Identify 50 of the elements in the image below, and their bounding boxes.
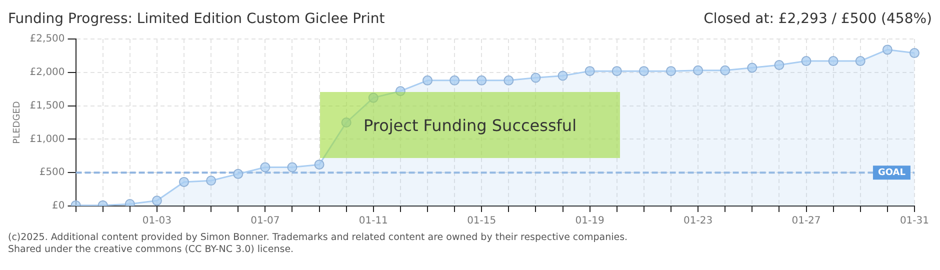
y-tick-label: £2,500 xyxy=(30,34,65,45)
point xyxy=(233,168,244,179)
point xyxy=(395,86,406,96)
point xyxy=(774,60,784,70)
point xyxy=(747,62,758,73)
y-tick-label: £0 xyxy=(52,200,65,212)
point xyxy=(341,118,352,128)
point xyxy=(206,176,216,186)
point xyxy=(260,162,270,172)
point xyxy=(882,44,892,55)
y-tick-label: £1,000 xyxy=(30,134,65,145)
x-tick-label: 01-27 xyxy=(792,216,821,227)
point xyxy=(693,65,704,76)
x-tick-label: 01-23 xyxy=(684,216,713,227)
x-tick-label: 01-15 xyxy=(467,216,496,227)
chart-subtitle: Closed at: £2,293 / £500 (458%) xyxy=(704,10,932,29)
y-tick-label: £2,000 xyxy=(30,66,65,78)
x-tick-label: 01-07 xyxy=(250,216,280,227)
point xyxy=(828,56,838,66)
point xyxy=(530,72,541,83)
y-tick-label: £500 xyxy=(39,167,65,178)
point xyxy=(368,92,378,103)
point xyxy=(558,70,568,81)
text: (c)2025. Additional content provided by Simon Bonner. Trademarks and related content are owned by their respective companies. xyxy=(8,232,629,244)
point xyxy=(314,160,324,170)
point xyxy=(422,75,432,86)
banner: Project Funding Successful xyxy=(320,92,620,158)
chart-title: Funding Progress: Limited Edition Custom Giclee Print xyxy=(8,10,385,29)
x-tick-label: 01-31 xyxy=(900,216,929,227)
point xyxy=(801,56,812,66)
point xyxy=(450,75,460,86)
point xyxy=(179,176,190,187)
x-tick-label: 01-19 xyxy=(575,216,604,227)
point xyxy=(584,66,595,76)
point xyxy=(666,66,676,76)
y-tick-label: £1,500 xyxy=(30,100,65,112)
point xyxy=(720,65,730,76)
y-axis-title: PLEDGED xyxy=(12,101,23,144)
point xyxy=(612,66,622,76)
point xyxy=(909,48,920,58)
x-tick-label: 01-03 xyxy=(142,216,172,227)
point xyxy=(287,162,298,172)
x-tick-label: 01-11 xyxy=(358,216,388,227)
point xyxy=(855,56,866,66)
point xyxy=(476,75,487,86)
point xyxy=(504,75,514,86)
text: Shared under the creative commons (CC BY-NC 3.0) license. xyxy=(8,244,295,256)
point xyxy=(638,66,649,76)
ref-line-label: GOAL xyxy=(878,168,906,178)
point xyxy=(152,196,162,206)
